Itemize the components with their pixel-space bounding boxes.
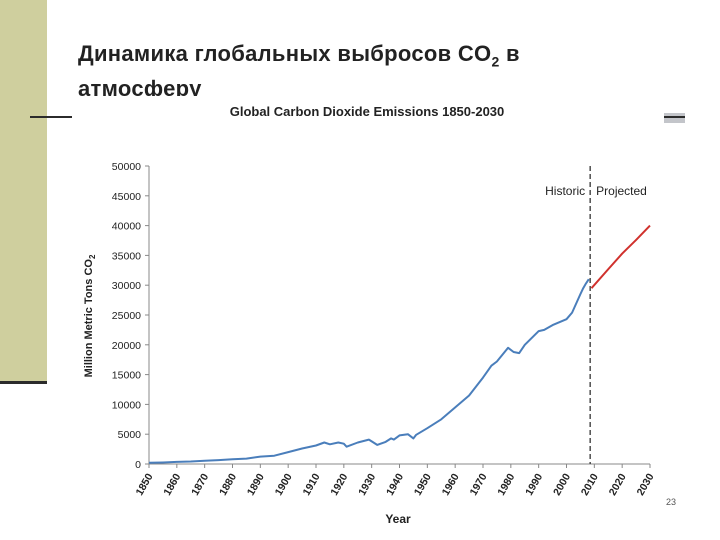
projected-label: Projected [596,184,647,198]
sidebar-decoration [0,0,47,383]
x-tick-label: 1880 [217,471,239,497]
page-number: 23 [666,497,677,507]
slide-title: Динамика глобальных выбросов CO2 в атмос… [78,41,520,102]
x-tick-label: 1990 [523,471,545,497]
x-tick-label: 1950 [412,471,434,497]
x-tick-label: 1960 [440,471,462,497]
x-tick-label: 2030 [635,471,657,497]
series-projected-line [590,224,651,289]
y-tick-label: 25000 [112,310,141,322]
y-tick-label: 35000 [112,250,141,262]
historic-label: Historic [545,184,585,198]
y-axis-label: Million Metric Tons CO2 [83,254,97,377]
y-tick-label: 20000 [112,340,141,352]
y-tick-label: 40000 [112,221,141,233]
x-axis-label: Year [385,512,411,526]
title-accent-right [663,113,685,123]
series-historic-line [148,278,590,464]
x-tick-label: 1910 [301,471,323,497]
x-tick-label: 2000 [551,471,573,497]
y-tick-label: 30000 [112,280,141,292]
y-tick-label: 10000 [112,399,141,411]
title-underline-left [30,116,78,118]
x-tick-label: 2020 [607,471,629,497]
chart-title: Global Carbon Dioxide Emissions 1850-203… [230,104,505,119]
x-tick-label: 1850 [134,471,156,497]
y-tick-label: 0 [135,459,141,471]
chart-container: Global Carbon Dioxide Emissions 1850-203… [72,96,664,528]
title-underline-right [663,116,685,118]
co2-emissions-chart: Global Carbon Dioxide Emissions 1850-203… [83,104,657,526]
x-tick-label: 1980 [495,471,517,497]
x-tick-label: 1920 [328,471,350,497]
y-tick-label: 5000 [118,429,142,441]
x-tick-label: 1890 [245,471,267,497]
x-tick-label: 1870 [189,471,211,497]
x-tick-label: 1940 [384,471,406,497]
x-tick-label: 1900 [273,471,295,497]
y-tick-label: 15000 [112,370,141,382]
x-tick-label: 1970 [468,471,490,497]
x-tick-label: 2010 [579,471,601,497]
sidebar-divider [0,381,47,384]
y-tick-label: 50000 [112,161,141,173]
x-tick-label: 1930 [356,471,378,497]
x-tick-label: 1860 [161,471,183,497]
title-subscript: 2 [491,53,500,70]
y-tick-label: 45000 [112,191,141,203]
